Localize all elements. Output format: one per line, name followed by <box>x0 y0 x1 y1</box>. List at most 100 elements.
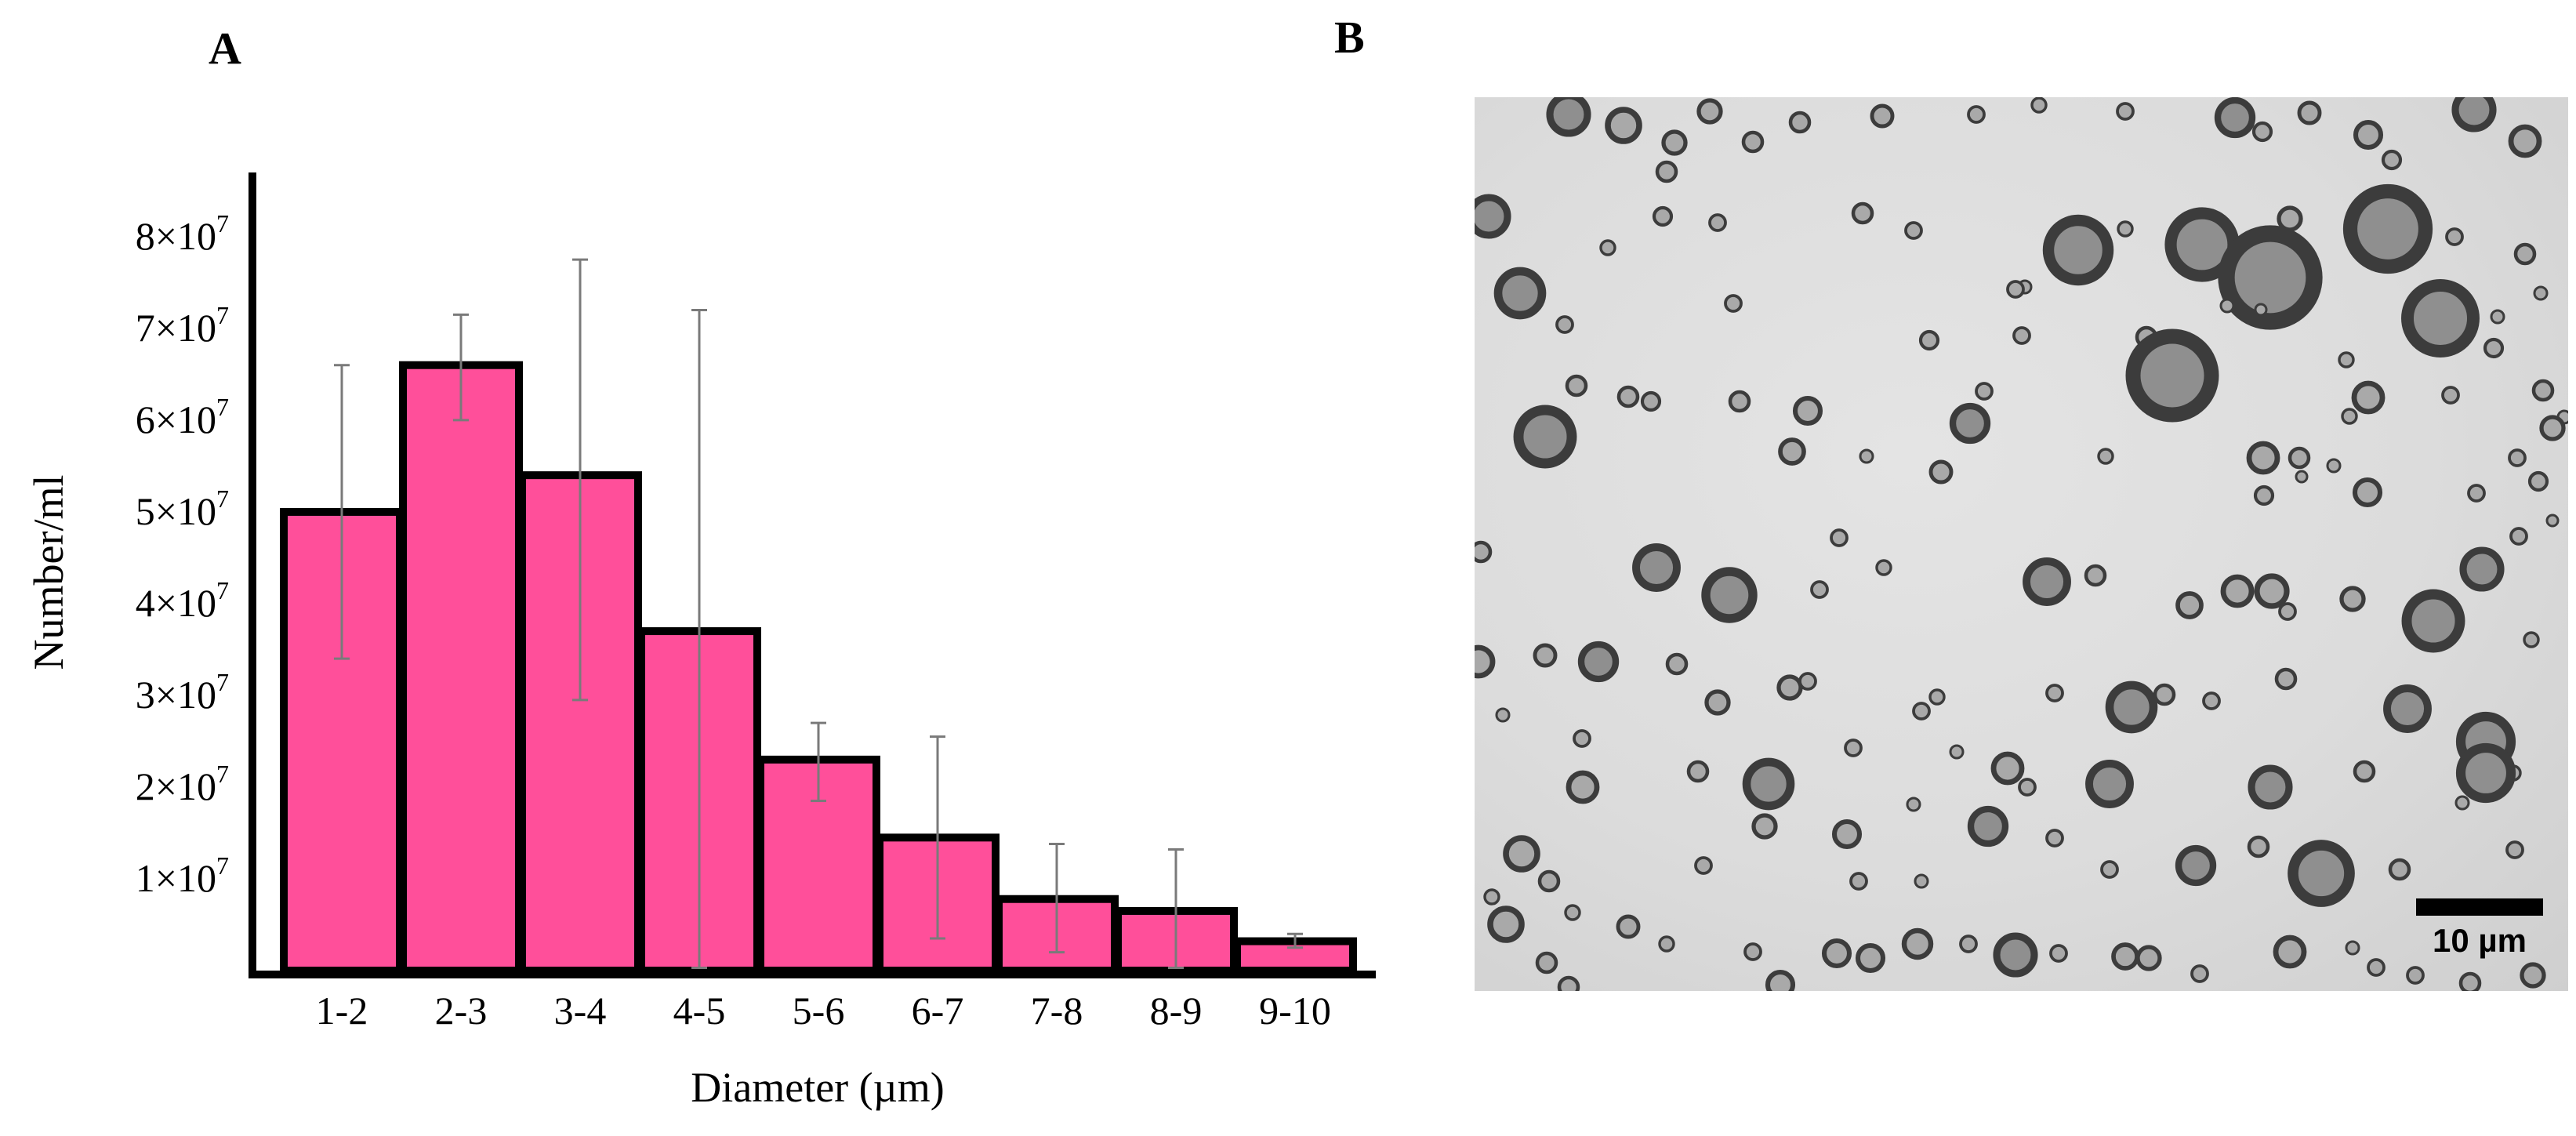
droplet <box>1701 567 1758 623</box>
droplet <box>2406 966 2425 985</box>
droplet <box>1928 688 1946 706</box>
droplet <box>2273 935 2307 969</box>
droplet <box>1724 294 1743 313</box>
bar-chart: 1-2 2-3 3-4 4-5 5-6 6-7 7-8 8-9 9-10 1×107 2×107 3… <box>25 172 1376 1111</box>
droplet <box>1844 739 1863 757</box>
droplet <box>1493 267 1547 320</box>
droplet <box>2097 448 2114 465</box>
droplet <box>2531 379 2555 402</box>
droplet <box>1798 672 1817 691</box>
droplet <box>1875 559 1892 576</box>
droplet <box>2100 860 2119 879</box>
droplet <box>1792 395 1823 426</box>
droplet <box>2214 97 2256 139</box>
droplet <box>1696 98 1723 125</box>
droplet <box>1495 707 1511 723</box>
droplet <box>2509 527 2528 546</box>
droplet <box>2545 514 2560 528</box>
droplet <box>1990 751 2025 786</box>
droplet <box>2251 121 2273 143</box>
droplet <box>1741 130 1765 154</box>
droplet <box>1652 205 1674 227</box>
droplet <box>1513 405 1577 469</box>
droplet <box>1475 540 1493 564</box>
droplet <box>1849 872 1868 891</box>
x-tick-label: 9-10 <box>1259 989 1331 1033</box>
droplet <box>1704 689 1731 716</box>
error-bar-7-8 <box>1049 843 1065 954</box>
droplet <box>1901 927 1934 960</box>
droplet <box>2351 380 2386 415</box>
droplet <box>2190 964 2209 983</box>
droplet <box>2274 667 2298 691</box>
droplet <box>1831 818 1863 850</box>
y-tick-label: 5×107 <box>136 485 229 533</box>
droplet <box>2508 448 2527 467</box>
droplet <box>2326 458 2342 474</box>
micrograph-image: 10 µm <box>1475 97 2568 991</box>
droplet <box>2383 684 2432 733</box>
error-bar-3-4 <box>572 258 588 702</box>
droplet <box>1870 103 1895 129</box>
droplet <box>2483 337 2505 359</box>
droplet <box>2353 119 2384 151</box>
droplet <box>1949 744 1965 760</box>
droplet <box>2084 564 2107 587</box>
droplet <box>1694 856 1713 875</box>
droplet <box>2441 386 2460 405</box>
droplet <box>1640 390 1662 412</box>
droplet <box>1949 402 1991 445</box>
droplet <box>1557 975 1580 991</box>
droplet <box>2458 971 2482 991</box>
droplet <box>2288 840 2355 907</box>
droplet <box>1475 644 1496 679</box>
droplet <box>1918 329 1940 351</box>
x-axis-title: Diameter (µm) <box>691 1064 944 1111</box>
droplet <box>2018 778 2037 797</box>
droplet <box>2342 183 2433 274</box>
droplet <box>2045 684 2064 702</box>
droplet <box>1535 951 1558 974</box>
droplet <box>1546 97 1591 137</box>
droplet <box>2295 470 2309 484</box>
droplet <box>2085 760 2134 808</box>
error-bar-6-7 <box>930 735 945 940</box>
droplet <box>1914 873 1929 889</box>
droplet <box>1616 914 1641 939</box>
droplet <box>2445 227 2464 246</box>
droplet <box>1810 580 1829 599</box>
error-bar-9-10 <box>1287 932 1303 949</box>
scale-bar-label: 10 µm <box>2433 922 2527 959</box>
panel-label-b: B <box>1334 12 1365 63</box>
droplet <box>2352 477 2383 508</box>
droplet <box>1859 448 1874 464</box>
droplet <box>2508 124 2542 158</box>
droplet <box>2454 795 2470 811</box>
droplet <box>1851 201 1874 225</box>
droplet <box>2527 470 2549 492</box>
droplet <box>2523 631 2540 648</box>
droplet <box>2254 573 2290 609</box>
droplet <box>1821 938 1852 969</box>
droplet <box>2297 100 2322 125</box>
y-tick-label: 3×107 <box>136 668 229 717</box>
droplet <box>2388 858 2411 881</box>
droplet <box>2451 97 2497 132</box>
droplet <box>1959 935 1978 953</box>
droplet <box>2219 298 2235 314</box>
droplet <box>1565 374 1588 397</box>
droplet <box>1975 382 1994 401</box>
micrograph-droplets <box>1475 97 2568 991</box>
error-bar-5-6 <box>811 721 826 803</box>
droplet <box>2125 328 2219 423</box>
droplet <box>2023 557 2071 606</box>
droplet <box>2247 835 2270 858</box>
droplet <box>1605 107 1642 144</box>
droplet <box>2045 829 2064 847</box>
droplet <box>1487 906 1525 943</box>
droplet <box>1564 904 1581 921</box>
x-tick-label: 5-6 <box>793 989 845 1033</box>
droplet <box>2490 309 2505 325</box>
droplet <box>1475 194 1511 239</box>
droplet <box>2467 484 2486 503</box>
